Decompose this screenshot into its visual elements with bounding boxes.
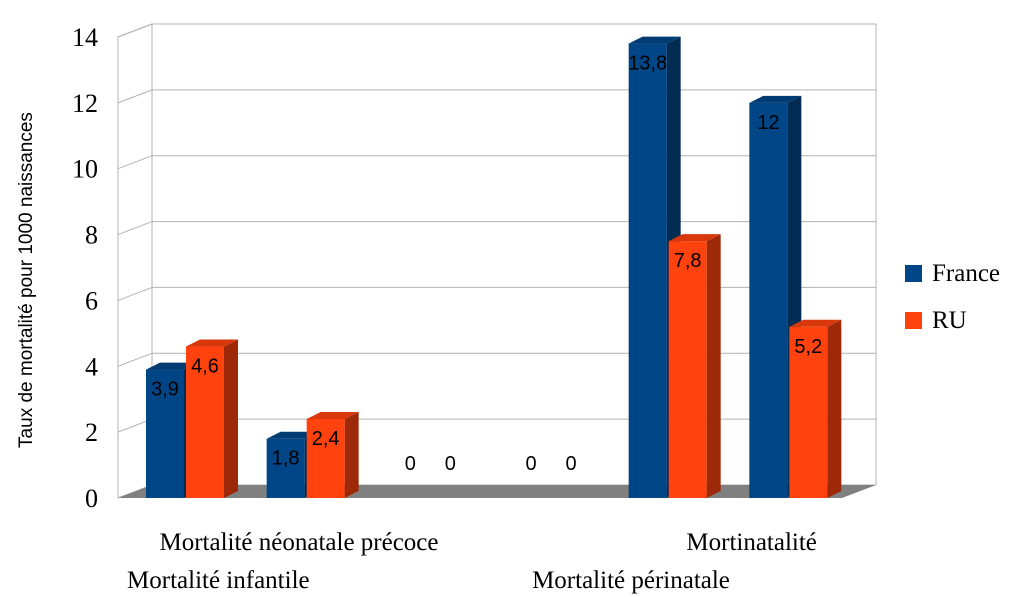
data-labels: 3,9 4,6 1,8 2,4 0 0 0 0 13,8 7,8 12 5,2 [151, 53, 822, 475]
data-label: 0 [405, 453, 416, 475]
y-tick-label: 12 [72, 89, 98, 118]
category-label: Mortalité néonatale précoce [159, 529, 438, 556]
bar-ru-4 [668, 234, 721, 498]
legend-swatch [905, 312, 922, 329]
y-tick-label: 2 [85, 418, 98, 447]
category-labels: Mortalité infantile Mortalité néonatale p… [127, 529, 817, 594]
y-tick-label: 14 [72, 23, 98, 52]
y-tick-label: 4 [85, 352, 98, 381]
legend-label: France [932, 260, 1000, 287]
y-axis-label: Taux de mortalité pour 1000 naissances [16, 112, 37, 448]
data-label: 0 [445, 453, 456, 475]
y-tick-label: 8 [85, 221, 98, 250]
data-label: 12 [757, 112, 779, 134]
bars [146, 36, 842, 498]
y-tick-label: 0 [85, 484, 98, 513]
data-label: 0 [565, 453, 576, 475]
category-label: Mortalité périnatale [532, 567, 730, 594]
data-label: 13,8 [628, 53, 667, 75]
category-label: Mortinatalité [686, 529, 817, 556]
gridline-side [117, 352, 153, 367]
y-tick-label: 6 [85, 286, 98, 315]
bar-ru-5 [789, 319, 842, 498]
category-label: Mortalité infantile [127, 567, 310, 594]
legend-label: RU [932, 307, 967, 334]
data-label: 3,9 [151, 379, 179, 401]
gridline-side [117, 221, 153, 236]
data-label: 5,2 [794, 336, 822, 358]
y-axis-ticks: 0 2 4 6 8 10 12 14 [72, 23, 98, 513]
data-label: 1,8 [272, 448, 300, 470]
bar-ru-1 [306, 411, 359, 498]
gridline-side [117, 23, 153, 38]
gridline-side [117, 286, 153, 301]
data-label: 7,8 [674, 250, 702, 272]
gridline-side [117, 89, 153, 104]
legend: France RU [905, 260, 1000, 334]
data-label: 4,6 [191, 356, 219, 378]
data-label: 0 [525, 453, 536, 475]
legend-swatch [905, 265, 922, 282]
data-label: 2,4 [312, 428, 340, 450]
y-tick-label: 10 [72, 155, 98, 184]
bar-ru-0 [186, 339, 238, 498]
gridline-side [117, 155, 153, 170]
